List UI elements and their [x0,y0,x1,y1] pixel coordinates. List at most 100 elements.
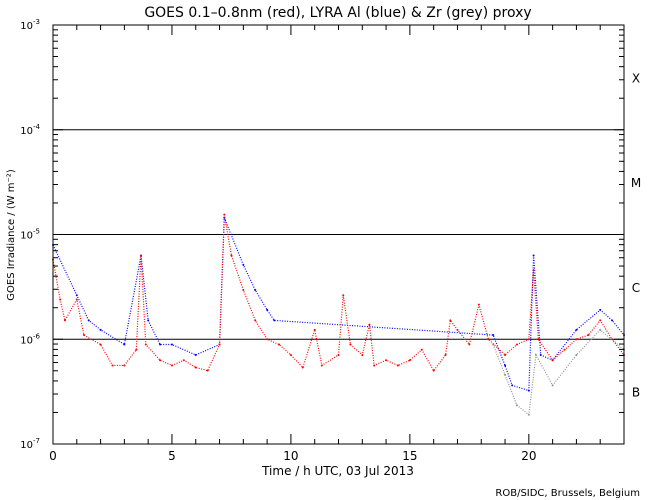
data-point [537,338,540,341]
data-point [159,343,162,346]
y-tick-exponent: -3 [33,18,40,26]
data-point [59,298,62,301]
data-point [99,328,102,331]
series-line [492,329,625,416]
data-point [420,348,423,351]
data-point [170,343,173,346]
data-point [170,364,173,367]
data-point [254,289,257,292]
data-point [320,364,323,367]
data-point [135,348,138,351]
data-point [123,343,126,346]
data-point [144,343,147,346]
data-point [511,384,514,387]
data-point [492,334,495,337]
data-point [504,353,507,356]
y-tick-base: 10 [20,21,33,32]
y-tick-label: 10-7 [20,437,40,451]
data-point [575,338,578,341]
x-tick-label: 15 [402,449,417,463]
data-point [527,389,530,392]
data-point [123,364,126,367]
data-point [99,343,102,346]
series-line [52,214,625,372]
data-point [611,338,614,341]
data-point [408,359,411,362]
data-point [182,359,185,362]
data-point [504,373,507,376]
data-point [194,366,197,369]
data-point [313,328,316,331]
data-point [301,366,304,369]
data-point [532,269,535,272]
data-point [273,319,276,322]
data-point [527,413,530,416]
data-point [87,319,90,322]
data-point [551,384,554,387]
data-point [242,289,245,292]
data-point [563,348,566,351]
y-tick-base: 10 [20,231,33,242]
data-point [111,364,114,367]
x-tick-label: 5 [168,449,176,463]
data-point [515,404,518,407]
y-tick-exponent: -5 [33,228,40,236]
data-point [587,334,590,337]
data-point [218,343,221,346]
y-tick-label: 10-5 [20,228,40,242]
y-tick-exponent: -7 [33,437,40,445]
data-point [532,254,535,257]
data-point [254,319,257,322]
data-point [575,353,578,356]
data-point [449,319,452,322]
data-point [206,369,209,372]
data-point [396,364,399,367]
data-point [361,353,364,356]
flare-class-label: C [632,281,640,295]
data-point [278,343,281,346]
data-point [75,294,78,297]
flare-class-label: B [632,386,640,400]
data-point [289,353,292,356]
data-point [373,364,376,367]
y-tick-label: 10-4 [20,123,40,137]
data-point [159,359,162,362]
y-axis-label: GOES Irradiance / (W m⁻²) [6,169,17,301]
data-point [349,343,352,346]
x-axis-label: Time / h UTC, 03 Jul 2013 [261,464,414,478]
data-point [515,343,518,346]
data-point [487,338,490,341]
data-point [456,328,459,331]
data-point [342,294,345,297]
data-point [266,338,269,341]
x-tick-label: 20 [521,449,536,463]
data-point [368,323,371,326]
data-point [551,359,554,362]
data-point [385,359,388,362]
data-point [230,254,233,257]
data-point [468,343,471,346]
data-point [63,319,66,322]
data-point [194,353,197,356]
data-point [539,353,542,356]
chart-title: GOES 0.1–0.8nm (red), LYRA Al (blue) & Z… [144,5,531,21]
data-point [611,319,614,322]
data-point [599,308,602,311]
data-point [82,334,85,337]
flare-class-label: X [632,71,640,85]
flare-class-label: M [631,176,641,190]
data-point [444,353,447,356]
data-point [477,303,480,306]
x-tick-label: 10 [283,449,298,463]
data-point [432,369,435,372]
data-point [223,213,226,216]
data-point [242,263,245,266]
y-tick-label: 10-6 [20,332,40,346]
data-point [527,338,530,341]
data-point [504,364,507,367]
data-point [534,353,537,356]
data-point [599,328,602,331]
y-tick-exponent: -4 [33,123,41,131]
data-point [575,328,578,331]
